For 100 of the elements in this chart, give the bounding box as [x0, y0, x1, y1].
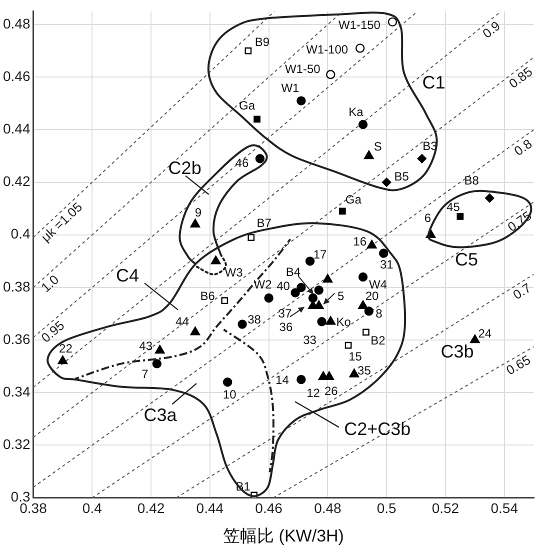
- x-axis-title: 笠幅比 (KW/3H): [223, 526, 344, 546]
- annotation: C2+C3b: [344, 418, 411, 439]
- x-tick-label: 0.44: [196, 500, 224, 516]
- point: [366, 240, 377, 248]
- point: [338, 208, 346, 215]
- annotation: 37: [278, 306, 292, 320]
- annotation: W1-50: [284, 62, 321, 76]
- annotation: B7: [256, 216, 272, 230]
- annotation: W3: [224, 265, 244, 280]
- annotation: 40: [276, 279, 290, 294]
- annotation: B5: [394, 170, 410, 184]
- annotation: W1-150: [338, 18, 381, 32]
- x-tick-label: 0.5: [376, 500, 397, 516]
- annotation: 9: [194, 206, 202, 220]
- point: [456, 213, 464, 220]
- x-tick-label: 0.46: [255, 500, 283, 516]
- x-tick-label: 0.52: [432, 500, 460, 516]
- point: [379, 248, 388, 258]
- annotation: 15: [348, 350, 362, 364]
- point: [154, 344, 165, 354]
- point: [358, 120, 368, 130]
- point: [296, 96, 306, 106]
- point: [326, 316, 336, 325]
- annotation: B8: [464, 173, 480, 188]
- point: [362, 328, 370, 336]
- annotation: C4: [116, 265, 139, 286]
- point: [290, 288, 300, 298]
- annotation: 20: [365, 289, 380, 304]
- annotation: S: [374, 139, 382, 154]
- point: [238, 320, 247, 329]
- x-tick-label: 0.4: [82, 500, 102, 516]
- point: [355, 44, 365, 53]
- annotation: Ga: [239, 98, 256, 113]
- annotation: 31: [380, 258, 394, 272]
- text: 0.8: [511, 136, 535, 159]
- point: [190, 218, 200, 228]
- point: [222, 378, 232, 387]
- annotation: 26: [324, 384, 338, 398]
- annotation: 6: [424, 211, 432, 226]
- annotation: W4: [369, 277, 388, 292]
- annotation: 7: [142, 367, 149, 382]
- point: [388, 17, 398, 27]
- point: [58, 355, 68, 364]
- annotation: 10: [222, 387, 237, 402]
- annotation: C3a: [144, 404, 178, 425]
- point: [221, 297, 228, 304]
- y-tick-label: 0.38: [3, 278, 30, 294]
- point: [417, 154, 427, 164]
- annotation: 33: [303, 332, 317, 347]
- text: 0.85: [506, 64, 536, 92]
- y-tick-label: 0.4: [10, 226, 30, 242]
- point: [264, 293, 274, 303]
- annotation: C5: [454, 249, 478, 270]
- y-tick-label: 0.34: [3, 383, 30, 400]
- point: [308, 293, 318, 303]
- point: [322, 274, 333, 283]
- x-tick-label: 0.48: [314, 500, 342, 516]
- text: 1.0: [38, 272, 62, 296]
- point: [317, 317, 326, 326]
- annotation: 5: [338, 289, 345, 304]
- y-tick-label: 0.48: [3, 15, 30, 32]
- annotation: C1: [422, 72, 446, 93]
- annotation: 17: [313, 247, 328, 262]
- annotation: C3b: [440, 342, 474, 362]
- annotation: B4: [286, 264, 301, 279]
- text: 0.9: [480, 18, 504, 42]
- point: [485, 193, 494, 203]
- point: [190, 326, 200, 336]
- point: [344, 342, 352, 349]
- y-tick-label: 0.36: [3, 330, 30, 347]
- annotation: 46: [235, 156, 249, 170]
- point: [326, 70, 336, 80]
- point: [305, 256, 315, 266]
- point: [358, 300, 368, 309]
- point: [364, 306, 374, 316]
- point: [382, 178, 392, 187]
- point: [152, 359, 162, 368]
- annotation: 8: [376, 306, 383, 320]
- annotation: B9: [254, 35, 270, 50]
- point: [296, 282, 306, 292]
- y-tick-label: 0.42: [3, 173, 30, 190]
- text: 0.7: [510, 280, 534, 302]
- point: [254, 116, 260, 123]
- annotation: B2: [370, 333, 386, 348]
- y-tick-label: 0.46: [3, 68, 30, 84]
- annotation: 36: [279, 320, 293, 334]
- y-tick-label: 0.32: [3, 436, 30, 452]
- text: 0.65: [504, 352, 533, 378]
- point: [358, 272, 368, 282]
- point: [255, 154, 265, 164]
- annotation: Ko: [336, 314, 352, 329]
- point: [364, 150, 374, 160]
- annotation: W1: [281, 81, 300, 96]
- annotation: 44: [176, 314, 190, 328]
- annotation: W2: [254, 277, 272, 292]
- annotation: Ka: [348, 104, 364, 119]
- annotation: 35: [358, 364, 372, 378]
- point: [314, 285, 324, 295]
- annotation: C2b: [168, 158, 202, 178]
- annotation: 38: [248, 312, 262, 327]
